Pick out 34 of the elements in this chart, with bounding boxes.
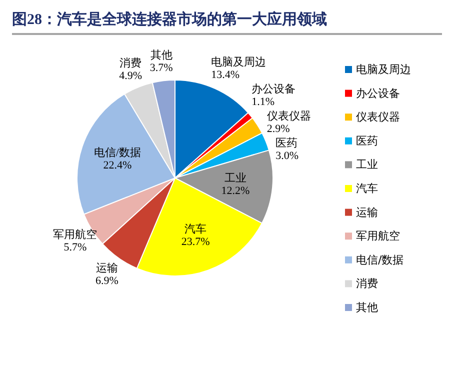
data-label: 22.4% bbox=[103, 160, 132, 172]
slice-label: 电脑及周边 bbox=[211, 56, 266, 69]
slice-label: 消费 bbox=[120, 58, 142, 70]
chart-title: 图28：汽车是全球连接器市场的第一大应用领域 bbox=[12, 10, 327, 28]
slice-label: 医药 bbox=[276, 138, 298, 150]
slice-label: 汽车 bbox=[184, 224, 207, 236]
data-label: 23.7% bbox=[181, 236, 210, 248]
data-label: 5.7% bbox=[64, 241, 87, 254]
slice-label: 办公设备 bbox=[252, 84, 296, 96]
slice-label: 运输 bbox=[96, 262, 118, 274]
legend-label: 其他 bbox=[356, 301, 378, 314]
data-label: 1.1% bbox=[252, 96, 275, 108]
legend-label: 办公设备 bbox=[356, 86, 400, 100]
slice-label: 其他 bbox=[150, 50, 172, 62]
data-label: 3.7% bbox=[150, 62, 173, 74]
legend-label: 军用航空 bbox=[356, 230, 400, 243]
data-label: 12.2% bbox=[221, 184, 250, 197]
slice-label: 仪表仪器 bbox=[266, 110, 311, 123]
data-label: 13.4% bbox=[211, 69, 240, 82]
legend-label: 医药 bbox=[356, 134, 378, 148]
legend-label: 仪表仪器 bbox=[356, 110, 400, 124]
slice-label: 工业 bbox=[224, 172, 246, 184]
data-label: 4.9% bbox=[119, 70, 142, 82]
legend-label: 电脑及周边 bbox=[356, 63, 411, 76]
legend-label: 工业 bbox=[356, 158, 378, 172]
slice-label: 电信/数据 bbox=[94, 147, 141, 160]
data-label: 6.9% bbox=[96, 274, 118, 287]
legend-label: 运输 bbox=[356, 206, 378, 219]
legend-label: 消费 bbox=[356, 277, 378, 290]
legend-label: 汽车 bbox=[356, 182, 378, 195]
legend-label: 电信/数据 bbox=[356, 253, 404, 266]
data-label: 3.0% bbox=[276, 150, 299, 162]
slice-label: 军用航空 bbox=[53, 228, 98, 241]
data-label: 2.9% bbox=[266, 123, 290, 136]
